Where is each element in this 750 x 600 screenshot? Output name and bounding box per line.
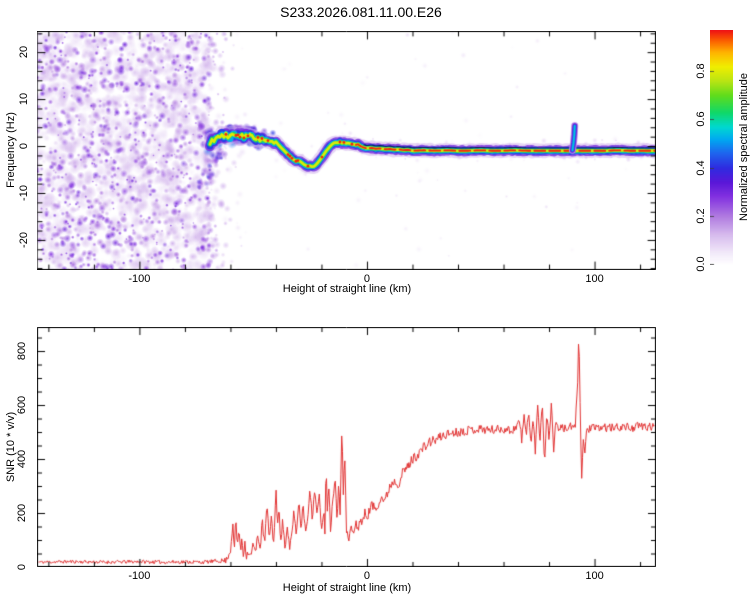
spectrogram-y-tick-label: 0 xyxy=(18,142,30,150)
snr-ylabel: SNR (10 * v/v) xyxy=(5,411,17,483)
colorbar-tick-label: 0.6 xyxy=(695,111,707,128)
snr-y-tick-label: 800 xyxy=(16,341,28,361)
snr-x-tick-label: 0 xyxy=(363,570,371,582)
spectrogram-y-tick-label: -10 xyxy=(18,185,30,201)
snr-panel xyxy=(37,327,656,567)
snr-xlabel: Height of straight line (km) xyxy=(282,582,412,594)
spectrogram-x-tick-label: 0 xyxy=(363,273,371,285)
snr-x-tick-label: 100 xyxy=(585,570,604,582)
spectrogram-x-tick-label: -100 xyxy=(128,273,151,285)
spectrogram-xlabel: Height of straight line (km) xyxy=(282,283,412,295)
spectrogram-panel xyxy=(37,31,656,270)
spectrogram-y-tick-label: 10 xyxy=(18,92,30,106)
spectrogram-ylabel: Frequency (Hz) xyxy=(5,112,17,188)
colorbar-tick-label: 0.0 xyxy=(695,256,707,272)
snr-y-tick-label: 200 xyxy=(16,503,28,523)
colorbar-gradient xyxy=(710,30,733,265)
snr-y-tick-label: 600 xyxy=(16,395,28,415)
colorbar-tick-label: 0.4 xyxy=(695,159,707,176)
spectrogram-x-tick-label: 100 xyxy=(585,273,604,285)
colorbar-tick-label: 0.8 xyxy=(695,63,707,79)
spectrogram-y-tick-label: 20 xyxy=(18,46,30,59)
snr-y-tick-label: 0 xyxy=(16,563,28,571)
snr-y-tick-label: 400 xyxy=(16,449,28,469)
colorbar xyxy=(710,30,733,265)
snr-plot xyxy=(37,327,656,567)
colorbar-tick-label: 0.2 xyxy=(695,208,707,224)
snr-x-tick-label: -100 xyxy=(128,570,151,582)
figure-title: S233.2026.081.11.00.E26 xyxy=(280,4,442,20)
colorbar-label: Normalized spectral amplitude xyxy=(738,73,750,221)
spectrogram-y-tick-label: -20 xyxy=(18,231,30,248)
spectrogram-plot xyxy=(37,31,656,270)
